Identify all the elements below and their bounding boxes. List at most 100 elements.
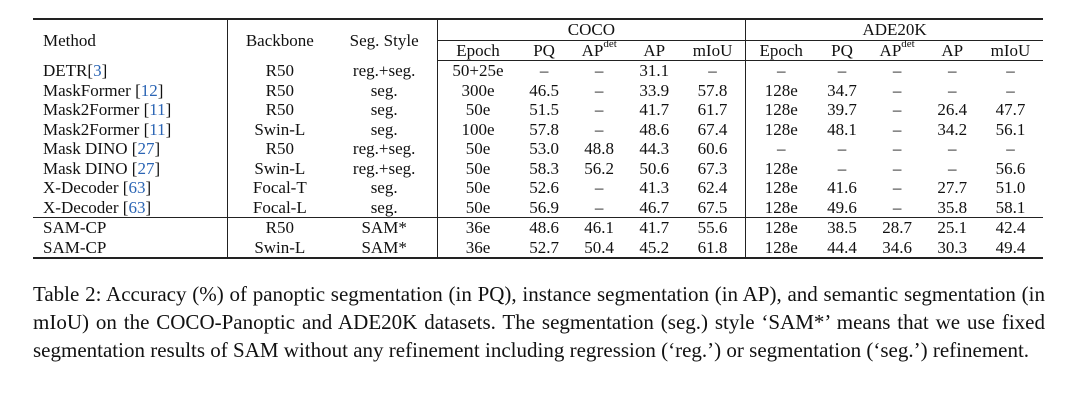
citation-link[interactable]: 63 xyxy=(128,178,146,197)
coco-miou-cell: 67.5 xyxy=(697,197,728,217)
table-row: SAM-CP Swin-L SAM* 36e 52.7 50.4 45.2 61.8 128e 4… xyxy=(33,237,1043,259)
ade-ap-cell: 26.4 xyxy=(937,100,968,119)
coco-epoch-cell: 36e xyxy=(436,237,519,259)
ade-apdet-cell: 28.7 xyxy=(867,217,927,238)
seg-style-header: Seg. Style xyxy=(349,30,419,50)
ade-apdet-cell: – xyxy=(892,80,902,100)
backbone-cell: Focal-L xyxy=(226,197,332,218)
ade-pq-cell: – xyxy=(837,158,847,178)
backbone-cell: R50 xyxy=(226,100,332,120)
ade-miou-cell: 42.4 xyxy=(977,217,1043,238)
coco-ap-cell: 44.3 xyxy=(639,139,670,158)
ade-pq-cell: 38.5 xyxy=(816,217,868,238)
backbone-cell: Swin-L xyxy=(226,158,332,178)
ade-epoch-header: Epoch xyxy=(745,40,817,61)
seg-style-cell: seg. xyxy=(370,80,398,100)
ade-pq-cell: – xyxy=(837,139,847,158)
ade-epoch-cell: 128e xyxy=(745,197,817,218)
ade-ap-cell: – xyxy=(948,158,957,178)
ade-miou-cell: – xyxy=(1006,61,1015,80)
ade-ap-cell: 35.8 xyxy=(937,197,968,217)
coco-epoch-cell: 50e xyxy=(436,139,519,159)
coco-epoch-cell: 100e xyxy=(436,119,519,139)
citation-ref: [27] xyxy=(131,158,161,178)
coco-epoch-cell: 300e xyxy=(436,80,519,100)
citation-link[interactable]: 3 xyxy=(93,60,102,80)
ade-pq-cell: 49.6 xyxy=(827,197,857,217)
ade-ap-cell: – xyxy=(948,139,957,158)
coco-pq-cell: 57.8 xyxy=(529,119,559,139)
ade-epoch-cell: – xyxy=(745,60,817,81)
method-name: Mask DINO xyxy=(43,158,132,178)
coco-ap-header: AP xyxy=(628,40,680,61)
ade-miou-cell: 47.7 xyxy=(995,100,1026,119)
coco-epoch-header: Epoch xyxy=(436,40,519,61)
results-table: Method Backbone Seg. Style COCO ADE20K E… xyxy=(33,18,1043,259)
ade-apdet-cell: – xyxy=(892,158,902,178)
table-body: DETR[3] R50 reg.+seg. 50+25e – –31.1– – – – – – Mas… xyxy=(33,60,1043,259)
ade-apdet-header: APdet xyxy=(867,37,927,61)
coco-pq-cell: 58.3 xyxy=(529,158,559,178)
header-row-groups: Method Backbone Seg. Style COCO ADE20K xyxy=(33,19,1043,61)
coco-miou-cell: 61.7 xyxy=(697,100,728,119)
ade-apdet-cell: – xyxy=(892,61,902,80)
coco-ap-cell: 41.7 xyxy=(639,100,670,119)
coco-pq-cell: 52.6 xyxy=(529,178,559,197)
coco-miou-cell: 67.3 xyxy=(697,158,728,178)
coco-apdet-cell: – xyxy=(594,100,604,119)
ade-ap-cell: – xyxy=(948,80,957,100)
method-cell: SAM-CP xyxy=(33,237,228,259)
backbone-cell: R50 xyxy=(226,60,332,81)
ade-epoch-cell: 128e xyxy=(745,100,817,120)
apdet-base: AP xyxy=(879,40,902,60)
seg-style-cell: reg.+seg. xyxy=(352,158,416,178)
method-header: Method xyxy=(43,30,96,50)
ade-miou-header: mIoU xyxy=(977,40,1043,61)
citation-link[interactable]: 11 xyxy=(149,119,166,139)
citation-link[interactable]: 27 xyxy=(137,139,155,158)
coco-apdet-header: APdet xyxy=(569,38,629,61)
method-cell: Mask DINO [27] xyxy=(33,159,227,179)
coco-miou-header: mIoU xyxy=(679,40,746,61)
ade-miou-cell: 49.4 xyxy=(977,237,1043,259)
method-name: Mask2Former xyxy=(43,100,144,119)
backbone-cell: Focal-T xyxy=(226,178,332,198)
table-row: Mask2Former [11] Swin-L seg. 100e 57.8–48.6 6… xyxy=(33,119,1043,139)
apdet-base: AP xyxy=(581,40,604,60)
coco-pq-cell: – xyxy=(539,61,549,80)
citation-link[interactable]: 27 xyxy=(137,158,155,178)
ade-epoch-cell: 128e xyxy=(745,158,817,178)
citation-ref: [12] xyxy=(135,80,164,100)
ade-pq-cell: 39.7 xyxy=(827,100,857,119)
coco-ap-cell: 46.7 xyxy=(639,197,670,217)
backbone-cell: R50 xyxy=(226,139,332,159)
coco-epoch-cell: 50e xyxy=(436,100,519,120)
ade-miou-cell: 56.1 xyxy=(995,119,1026,139)
coco-miou-cell: 57.8 xyxy=(697,80,728,100)
method-name: Mask DINO xyxy=(43,139,132,158)
ade-epoch-cell: 128e xyxy=(745,217,817,238)
apdet-sup: det xyxy=(901,37,915,50)
ade-pq-cell: 48.1 xyxy=(827,119,857,139)
citation-ref: [11] xyxy=(143,100,172,119)
table-row: SAM-CP R50 SAM* 36e 48.6 46.1 41.7 55.6 128e 38.5… xyxy=(33,217,1043,238)
ade-ap-cell: 27.7 xyxy=(937,178,968,197)
citation-link[interactable]: 12 xyxy=(140,80,158,100)
ade-apdet-cell: – xyxy=(892,139,902,158)
citation-link[interactable]: 11 xyxy=(149,100,166,119)
method-cell: Mask DINO [27] xyxy=(33,139,227,159)
table-caption: Table 2: Accuracy (%) of panoptic segmen… xyxy=(33,282,1045,362)
seg-style-cell: seg. xyxy=(370,119,398,139)
seg-style-cell: seg. xyxy=(370,178,398,197)
coco-apdet-cell: – xyxy=(594,61,604,80)
seg-style-cell: SAM* xyxy=(331,217,438,238)
method-name: MaskFormer xyxy=(43,80,136,100)
method-name: X-Decoder xyxy=(43,197,123,217)
coco-pq-cell: 51.5 xyxy=(529,100,559,119)
method-name: SAM-CP xyxy=(43,218,107,237)
method-cell: MaskFormer [12] xyxy=(33,81,227,101)
citation-link[interactable]: 63 xyxy=(128,197,146,217)
ade-apdet-cell: – xyxy=(892,119,902,139)
seg-style-cell: seg. xyxy=(370,100,398,119)
backbone-cell: R50 xyxy=(226,217,332,238)
